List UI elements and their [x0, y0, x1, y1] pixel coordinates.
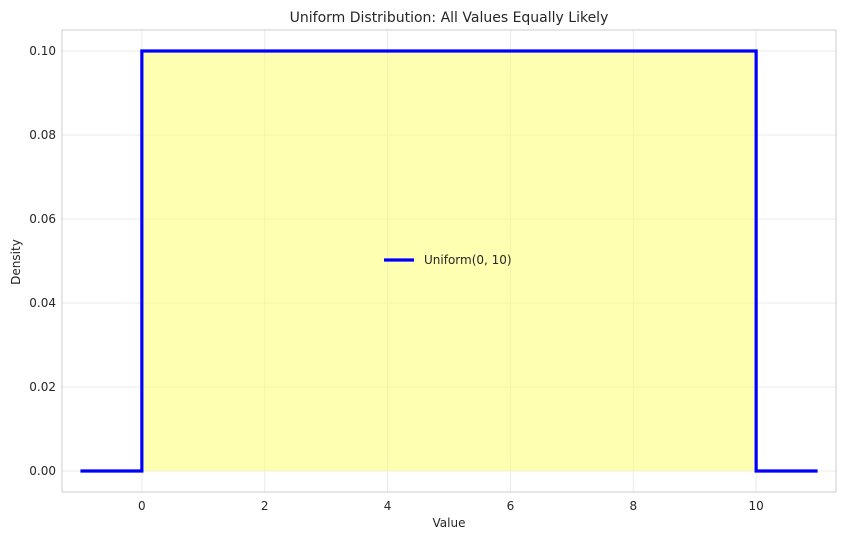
y-tick-label: 0.04 [29, 296, 56, 310]
y-tick-label: 0.10 [29, 44, 56, 58]
uniform-fill-area [141, 51, 757, 471]
x-tick-label: 0 [138, 499, 146, 513]
legend: Uniform(0, 10) [384, 253, 512, 267]
chart-title: Uniform Distribution: All Values Equally… [290, 10, 609, 26]
y-axis-label: Density [9, 239, 23, 285]
x-axis-label: Value [433, 516, 466, 530]
plot-frame [61, 29, 837, 493]
x-tick-label: 8 [629, 499, 637, 513]
x-tick-label: 10 [749, 499, 764, 513]
y-tick-labels: 0.00 0.02 0.04 0.06 0.08 0.10 [29, 44, 56, 478]
x-tick-label: 6 [507, 499, 515, 513]
uniform-density-line [80, 49, 818, 473]
x-tick-label: 4 [384, 499, 392, 513]
y-tick-label: 0.06 [29, 212, 56, 226]
x-tick-labels: 0 2 4 6 8 10 [138, 499, 764, 513]
x-tick-label: 2 [261, 499, 269, 513]
y-tick-label: 0.00 [29, 464, 56, 478]
y-tick-label: 0.02 [29, 380, 56, 394]
y-tick-label: 0.08 [29, 128, 56, 142]
legend-label: Uniform(0, 10) [424, 253, 512, 267]
